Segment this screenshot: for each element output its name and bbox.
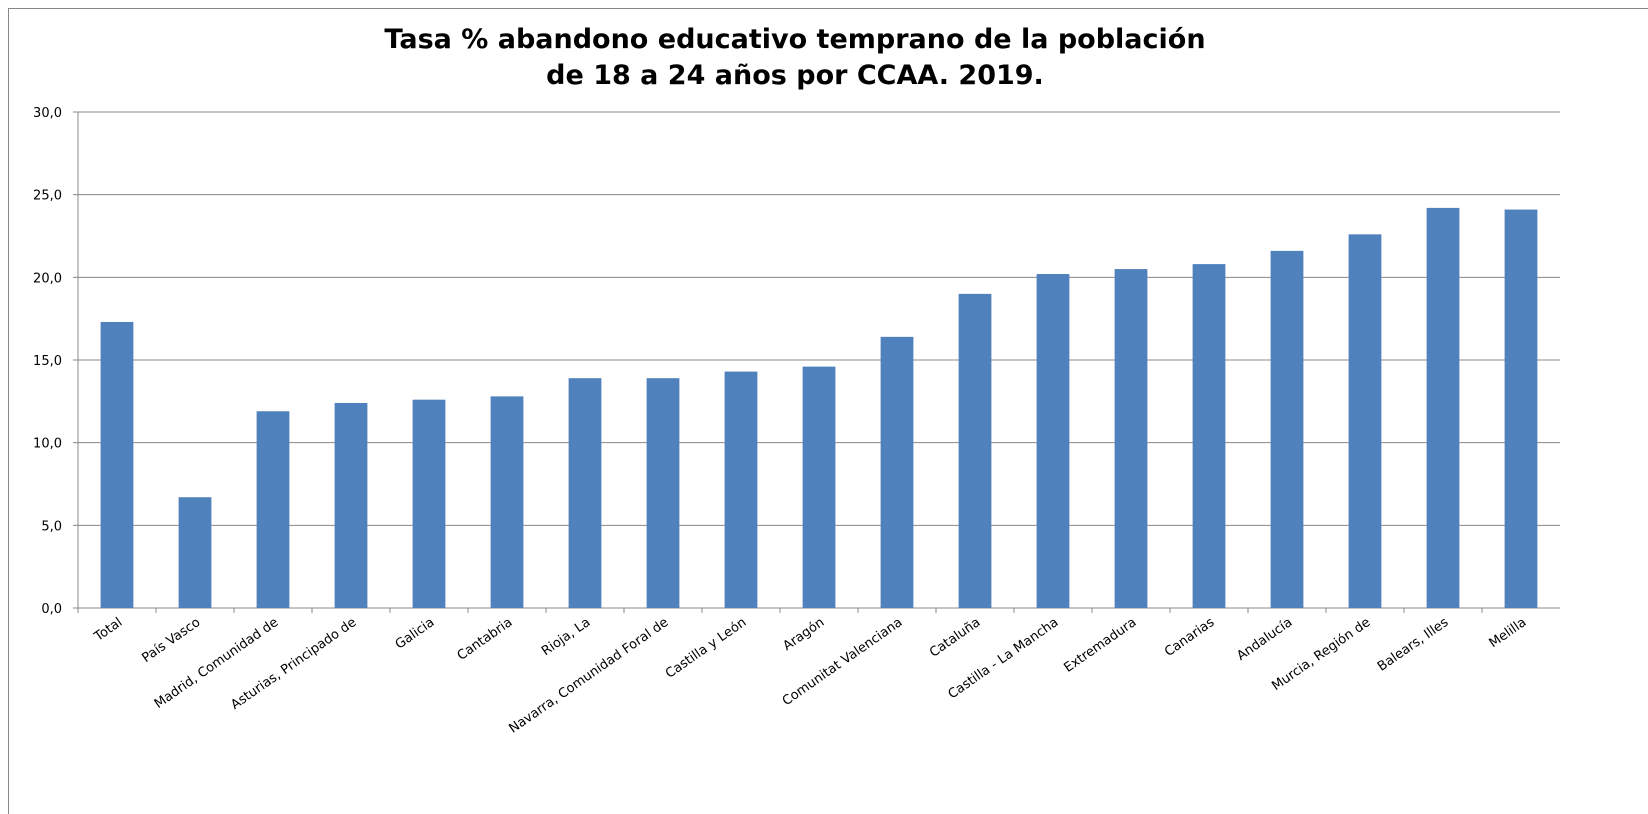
bar xyxy=(1270,250,1304,608)
x-tick-label: Navarra, Comunidad Foral de xyxy=(506,615,671,737)
bar xyxy=(958,293,992,608)
y-tick-label: 10,0 xyxy=(33,437,62,452)
y-tick-label: 20,0 xyxy=(33,271,62,286)
bar xyxy=(256,411,290,608)
x-tick-label: Melilla xyxy=(1487,615,1530,651)
x-tick-label: Cantabria xyxy=(455,615,516,664)
x-tick-label: Canarias xyxy=(1162,615,1217,660)
x-tick-label: Galicia xyxy=(393,615,438,653)
chart-title: Tasa % abandono educativo temprano de la… xyxy=(384,24,1205,55)
x-tick-label: Rioja, La xyxy=(539,615,593,659)
x-tick-label: Aragón xyxy=(780,615,827,654)
y-tick-label: 5,0 xyxy=(41,519,62,534)
bar xyxy=(1426,207,1460,609)
x-tick-label: País Vasco xyxy=(139,615,203,666)
bar xyxy=(490,396,524,608)
bar xyxy=(1114,269,1148,608)
y-tick-label: 25,0 xyxy=(33,189,62,204)
bar xyxy=(334,402,368,608)
chart-frame xyxy=(8,8,1648,814)
x-tick-label: Extremadura xyxy=(1061,615,1139,676)
bar xyxy=(1348,234,1382,608)
bar xyxy=(646,378,680,608)
bar xyxy=(880,336,914,608)
y-tick-label: 0,0 xyxy=(41,602,62,617)
bar xyxy=(568,378,602,608)
chart-title: de 18 a 24 años por CCAA. 2019. xyxy=(546,60,1044,91)
bar xyxy=(1192,264,1226,608)
bar xyxy=(178,497,212,608)
x-tick-label: Cataluña xyxy=(927,615,983,661)
x-tick-label: Andalucía xyxy=(1234,615,1295,664)
bar xyxy=(724,371,758,608)
bar xyxy=(1036,274,1070,608)
x-tick-label: Balears, Illes xyxy=(1375,615,1452,675)
bar xyxy=(1504,209,1538,608)
x-tick-label: Castilla y León xyxy=(663,615,749,682)
x-tick-label: Asturias, Principado de xyxy=(228,615,359,713)
y-tick-label: 15,0 xyxy=(33,354,62,369)
bar xyxy=(412,399,446,608)
x-tick-label: Madrid, Comunidad de xyxy=(152,615,281,712)
x-tick-label: Total xyxy=(91,615,125,645)
y-tick-label: 30,0 xyxy=(33,106,62,121)
bar xyxy=(100,321,134,608)
bar xyxy=(802,366,836,608)
